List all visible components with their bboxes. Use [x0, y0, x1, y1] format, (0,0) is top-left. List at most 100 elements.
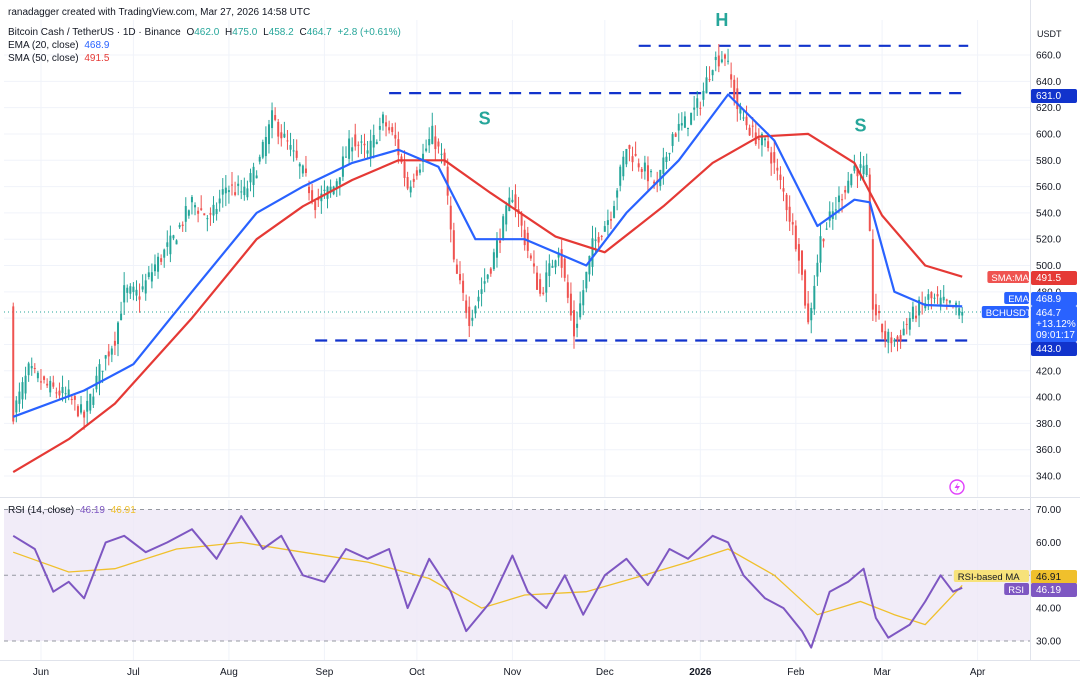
rsi-ma-legend-value: 46.91: [110, 505, 136, 516]
candle-body: [911, 306, 914, 319]
candle-down: [566, 274, 569, 304]
ema-tag-name-text: EMA: [1008, 294, 1029, 305]
rsi-tag-name[interactable]: RSI: [1004, 583, 1029, 596]
time-tick-label: Jul: [127, 667, 140, 678]
ema-tag-name[interactable]: EMA: [1004, 292, 1029, 305]
candle-body: [671, 134, 674, 146]
candle-up: [212, 196, 215, 224]
candle-body: [532, 263, 535, 267]
ema-legend[interactable]: EMA (20, close) 468.9: [8, 39, 404, 52]
candle-up: [166, 230, 169, 256]
rsi-legend[interactable]: RSI (14, close) 46.19 46.91: [8, 504, 139, 517]
candle-body: [304, 168, 307, 173]
lightning-icon[interactable]: [949, 479, 965, 495]
level-631-tag[interactable]: 631.0: [1031, 89, 1077, 103]
credit-text: ranadagger created with TradingView.com,…: [8, 7, 311, 18]
price-tick-label: 640.0: [1036, 77, 1061, 88]
candle-down: [274, 107, 277, 122]
candle-body: [267, 124, 270, 145]
sma-ma-tag-name[interactable]: SMA:MA: [987, 271, 1030, 284]
candle-down: [363, 133, 366, 158]
candle-body: [271, 110, 274, 129]
candle-body: [665, 156, 668, 162]
sma-value-tag[interactable]: 491.5: [1031, 271, 1077, 285]
candle-down: [39, 369, 42, 390]
candle-body: [277, 121, 280, 137]
candle-body: [551, 265, 554, 268]
symbol-line[interactable]: Bitcoin Cash / TetherUS · 1D · Binance O…: [8, 26, 404, 39]
rsi-ma-value-tag[interactable]: 46.91: [1031, 570, 1077, 584]
candle-body: [200, 208, 203, 210]
candle-up: [902, 321, 905, 336]
candle-up: [933, 293, 936, 304]
candle-body: [930, 292, 933, 299]
candle-down: [397, 131, 400, 164]
bchusdt-price-tag[interactable]: 464.7+13.12%09:01:17: [1031, 306, 1077, 342]
candle-up: [418, 163, 421, 176]
ema-value-tag[interactable]: 468.9: [1031, 292, 1077, 306]
sma-legend[interactable]: SMA (50, close) 491.5: [8, 52, 404, 65]
candle-down: [905, 317, 908, 335]
bchusdt-tag-name[interactable]: BCHUSDT: [981, 306, 1032, 319]
candle-up: [292, 139, 295, 162]
time-tick-label: Dec: [596, 667, 614, 678]
candle-body: [579, 303, 582, 318]
rsi-value-tag[interactable]: 46.19: [1031, 583, 1077, 597]
candle-up: [714, 51, 717, 72]
candle-body: [837, 195, 840, 203]
candle-body: [169, 235, 172, 255]
candle-down: [33, 363, 36, 374]
candle-up: [680, 112, 683, 131]
candle-body: [776, 167, 779, 171]
candle-body: [554, 260, 557, 268]
candle-up: [381, 111, 384, 131]
candle-down: [600, 234, 603, 241]
candle-up: [224, 175, 227, 207]
candle-body: [107, 351, 110, 357]
candle-down: [723, 53, 726, 67]
candle-up: [178, 222, 181, 229]
rsi-ma-tag-name[interactable]: RSI-based MA: [953, 570, 1029, 583]
candle-body: [480, 289, 483, 294]
candle-down: [388, 120, 391, 134]
candle-down: [748, 124, 751, 137]
ohlc-high-label: H: [225, 27, 233, 38]
candle-down: [896, 335, 899, 352]
candle-up: [603, 220, 606, 232]
candle-body: [542, 292, 545, 294]
price-tick-label: 540.0: [1036, 208, 1061, 219]
candle-up: [819, 224, 822, 273]
currency-label[interactable]: USDT: [1037, 28, 1065, 41]
bchusdt-price-tag-text: +13.12%: [1036, 319, 1076, 330]
candle-body: [372, 135, 375, 148]
candle-body: [286, 140, 289, 142]
candle-down: [945, 298, 948, 310]
candle-body: [468, 306, 471, 326]
rsi-ma-tag-name-bg: [953, 570, 1029, 582]
candle-down: [403, 150, 406, 187]
candle-body: [637, 163, 640, 168]
candle-down: [160, 254, 163, 265]
candle-up: [320, 185, 323, 214]
candle-up: [551, 259, 554, 268]
candle-body: [585, 271, 588, 289]
candle-down: [357, 141, 360, 158]
sma-ma-tag-name-text: SMA:MA: [991, 273, 1029, 284]
candle-body: [289, 144, 292, 150]
candle-body: [662, 157, 665, 174]
candle-body: [717, 55, 720, 67]
rsi-ma-value-tag-text: 46.91: [1036, 572, 1061, 583]
candle-body: [708, 79, 711, 81]
candle-body: [418, 169, 421, 173]
bchusdt-tag-name-bg: [981, 306, 1029, 318]
candle-up: [61, 375, 64, 402]
candle-body: [181, 224, 184, 226]
candle-body: [905, 323, 908, 325]
level-443-tag[interactable]: 443.0: [1031, 342, 1077, 356]
candle-body: [465, 300, 468, 313]
ema-tag-name-bg: [1004, 292, 1029, 304]
candle-body: [634, 153, 637, 156]
candle-body: [184, 206, 187, 222]
lightning-icon-ring: [949, 479, 965, 495]
